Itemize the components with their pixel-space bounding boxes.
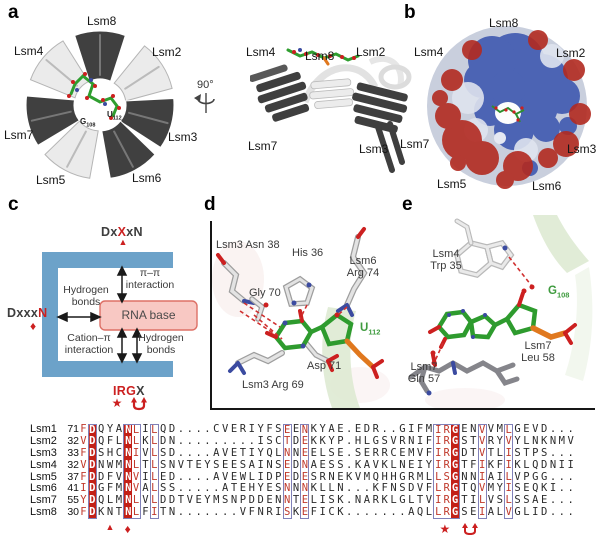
label-gly70: Gly 70 [249, 287, 281, 299]
alignment-row-name: Lsm1 [30, 423, 57, 435]
star-marker: ★ [111, 396, 123, 410]
panel-a-left-label-lsm5: Lsm5 [36, 173, 66, 187]
alignment-row-start: 37 [67, 470, 79, 483]
alignment-row-name: Lsm8 [30, 506, 57, 519]
alignment-row-start: 30 [67, 506, 79, 519]
panel-a-left-label-lsm4: Lsm4 [14, 44, 44, 58]
panel-a-label: a [8, 2, 19, 23]
motif-irgx-bottom: IRGX [113, 384, 145, 398]
triangle-marker: ▲ [118, 237, 128, 247]
panel-b-label-lsm5: Lsm5 [437, 177, 467, 191]
alignment-row-start: 41 [67, 482, 79, 495]
panel-b-label-lsm7: Lsm7 [400, 137, 430, 151]
panel-c-label: c [8, 194, 19, 215]
panel-d-label: d [204, 194, 216, 215]
panel-a-u112-label: U112 [107, 110, 122, 122]
panel-a-g108-label: G108 [80, 117, 96, 129]
panel-b-label-lsm6: Lsm6 [532, 179, 562, 193]
lsm-ring-side-cartoon [250, 48, 412, 173]
u112-binding-site-sticks [212, 227, 390, 408]
alignment-row-name: Lsm2 [30, 434, 57, 447]
motif-dxxxn-top: DxXxN [101, 225, 143, 239]
panel-a-left-label-lsm2: Lsm2 [152, 45, 182, 59]
panel-de-frame [210, 221, 595, 410]
diamond-marker: ♦ [124, 522, 131, 536]
label-u112: U112 [360, 322, 381, 337]
alignment-row-start: 55 [67, 494, 79, 507]
panel-b-label-lsm4: Lsm4 [414, 45, 444, 59]
hydrogen-bonds-left-label: Hydrogen bonds [63, 284, 109, 308]
panel-a-right-label-lsm7: Lsm7 [248, 139, 278, 153]
alignment-row: Lsm3 33 F D S H C N I V L S D.... A V E T I Y Q L N N E E L S E. S E R… [30, 446, 574, 460]
alignment-row: Lsm4 32 V D N W M N L T L S N V T E Y S E E S A I N S E D N A E S S. K A V… [30, 458, 574, 472]
label-lsm4-trp35: Lsm4 Trp 35 [430, 248, 462, 272]
label-g108: G108 [548, 285, 570, 300]
panel-a-left-label-lsm7: Lsm7 [4, 128, 34, 142]
u-turn-arrows-icon [131, 397, 147, 411]
panel-a-right-label-lsm8: Lsm8 [305, 49, 335, 63]
label-lsm7-gln57: Lsm7 Gln 57 [407, 361, 441, 385]
rna-binding-pocket-schematic [42, 252, 198, 377]
diamond-marker: ♦ [29, 319, 37, 333]
triangle-marker: ▲ [105, 522, 115, 532]
panel-a-right-label-lsm3: Lsm3 [359, 142, 389, 156]
panel-a-left-label-lsm3: Lsm3 [168, 130, 198, 144]
g108-binding-site-sticks [408, 215, 593, 408]
sequence-alignment: Lsm1 71 F D Q Y A N L I L Q D.... C V E R I Y F S E E N K Y A E. E D R… [0, 423, 575, 520]
cation-pi-interaction-label: Cation–π interaction [64, 332, 114, 356]
label-lsm3-arg69: Lsm3 Arg 69 [242, 379, 304, 391]
alignment-row-start: 32 [67, 434, 79, 447]
panel-b-label: b [404, 2, 416, 23]
label-lsm7-leu58: Lsm7 Leu 58 [521, 340, 555, 364]
alignment-row-name: Lsm6 [30, 482, 57, 495]
alignment-row-start: 71 [67, 423, 79, 435]
pi-pi-interaction-label: π–π interaction [125, 267, 175, 291]
panel-b-label-lsm3: Lsm3 [567, 142, 597, 156]
alignment-row-name: Lsm3 [30, 446, 57, 459]
hydrogen-bonds-right-label: Hydrogen bonds [138, 332, 184, 356]
alignment-row-name: Lsm7 [30, 494, 57, 507]
panel-b-label-lsm8: Lsm8 [489, 16, 519, 30]
alignment-row-start: 33 [67, 446, 79, 459]
star-marker: ★ [439, 522, 451, 536]
alignment-row: Lsm7 55 Y D Q L M N L V L D D T V E Y M S N P D D E N N T E L I S K. N A R… [30, 494, 574, 508]
panel-a-right-label-lsm2: Lsm2 [356, 45, 386, 59]
panel-a-left-label-lsm6: Lsm6 [132, 171, 162, 185]
label-lsm3-asn38: Lsm3 Asn 38 [216, 239, 280, 251]
alignment-row: Lsm6 41 I D G F M N V A L S S..... A T E H Y E S N N N K L L N... K… [30, 482, 574, 496]
alignment-row: Lsm8 30 F D K N T N L F I T N....... V F N R I S K E F I C K....… [30, 506, 574, 520]
alignment-row: Lsm2 32 V D Q F L N L K L D N......... I S C T D E K K Y P. H L G… [30, 434, 574, 448]
panel-a-left-label-lsm8: Lsm8 [87, 14, 117, 28]
electrostatic-surface [427, 26, 591, 189]
rna-base-label: RNA base [121, 308, 176, 322]
panel-a-right-label-lsm4: Lsm4 [246, 45, 276, 59]
label-asp71: Asp 71 [307, 360, 342, 372]
alignment-row: Lsm5 37 F D D F V N V I L E D.... A V E W L I D P E D E S R N E K V M Q… [30, 470, 574, 484]
alignment-row-start: 32 [67, 458, 79, 471]
panel-e-label: e [402, 194, 413, 215]
alignment-row: Lsm1 71 F D Q Y A N L I L Q D.... C V E R I Y F S E E N K Y A E. E D R… [30, 423, 574, 436]
alignment-row-name: Lsm4 [30, 458, 57, 471]
label-his36: His 36 [292, 247, 324, 259]
u-turn-arrows-marker [461, 523, 479, 536]
motif-dxxxn-left: DxxxN [7, 306, 48, 320]
label-lsm6-arg74: Lsm6 Arg 74 [346, 255, 380, 279]
alignment-row-name: Lsm5 [30, 470, 57, 483]
panel-b-label-lsm2: Lsm2 [556, 46, 586, 60]
lsm-ring-cartoon [25, 30, 175, 179]
rotation-90-label: 90° [197, 79, 214, 91]
rotation-axis-icon [194, 93, 215, 113]
